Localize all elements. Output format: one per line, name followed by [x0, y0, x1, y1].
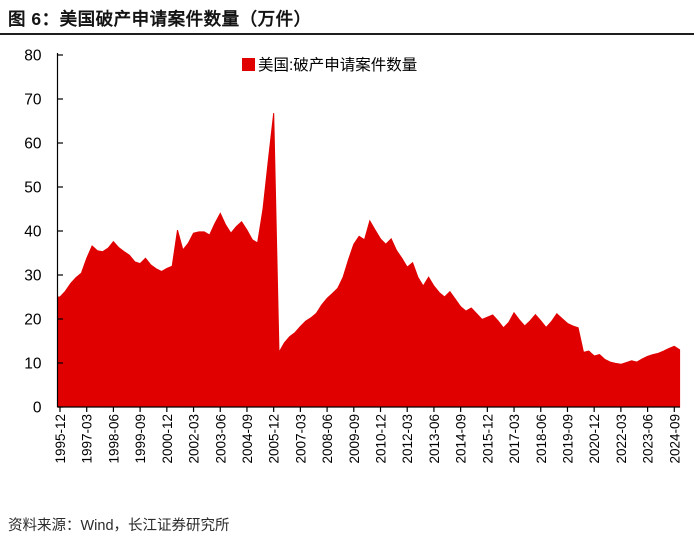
x-tick-label: 2014-09: [454, 414, 469, 464]
y-tick-label: 0: [33, 400, 42, 417]
x-tick-label: 2000-12: [160, 414, 175, 464]
y-tick-label: 70: [24, 92, 42, 109]
x-tick-label: 2003-06: [213, 414, 228, 464]
x-tick-label: 2009-09: [347, 414, 362, 464]
y-tick-label: 60: [24, 136, 42, 153]
x-tick-label: 1998-06: [106, 414, 121, 464]
x-tick-label: 2004-09: [240, 414, 255, 464]
y-tick-label: 20: [24, 312, 42, 329]
x-tick-label: 2010-12: [374, 414, 389, 464]
chart-canvas: 0 10 20 30 40 50 60 70 80 1995-12 1997-03 1998-06 19…: [24, 48, 682, 464]
bankruptcy-area-chart: 0 10 20 30 40 50 60 70 80 1995-12 1997-03 1998-06 19…: [0, 40, 700, 510]
chart-legend: 美国:破产申请案件数量: [242, 55, 418, 74]
y-tick-label: 40: [24, 224, 42, 241]
source-note: 资料来源：Wind，长江证券研究所: [8, 518, 230, 534]
x-tick-label: 2022-03: [614, 414, 629, 464]
y-tick-label: 30: [24, 268, 42, 285]
x-tick-label: 2007-03: [293, 414, 308, 464]
legend-marker-icon: [242, 57, 255, 71]
area-series: [57, 113, 681, 408]
x-tick-label: 2015-12: [480, 414, 495, 464]
x-tick-label: 2005-12: [267, 414, 282, 464]
x-tick-label: 1995-12: [53, 414, 68, 464]
figure-title: 图 6：美国破产申请案件数量（万件）: [8, 9, 312, 29]
x-tick-label: 2002-03: [187, 414, 202, 464]
title-divider: [0, 33, 694, 35]
y-tick-label: 10: [24, 356, 42, 373]
x-tick-label: 2020-12: [587, 414, 602, 464]
x-tick-label: 2019-09: [560, 414, 575, 464]
y-tick-label: 50: [24, 180, 42, 197]
x-tick-label: 2008-06: [320, 414, 335, 464]
y-tick-label: 80: [24, 48, 42, 65]
x-tick-label: 1997-03: [80, 414, 95, 464]
x-tick-label: 2023-06: [641, 414, 656, 464]
x-tick-label: 2012-03: [400, 414, 415, 464]
x-tick-label: 2018-06: [534, 414, 549, 464]
x-tick-label: 2013-06: [427, 414, 442, 464]
legend-label: 美国:破产申请案件数量: [258, 57, 418, 74]
x-tick-label: 2017-03: [507, 414, 522, 464]
x-tick-label: 2024-09: [667, 414, 682, 464]
x-tick-label: 1999-09: [133, 414, 148, 464]
